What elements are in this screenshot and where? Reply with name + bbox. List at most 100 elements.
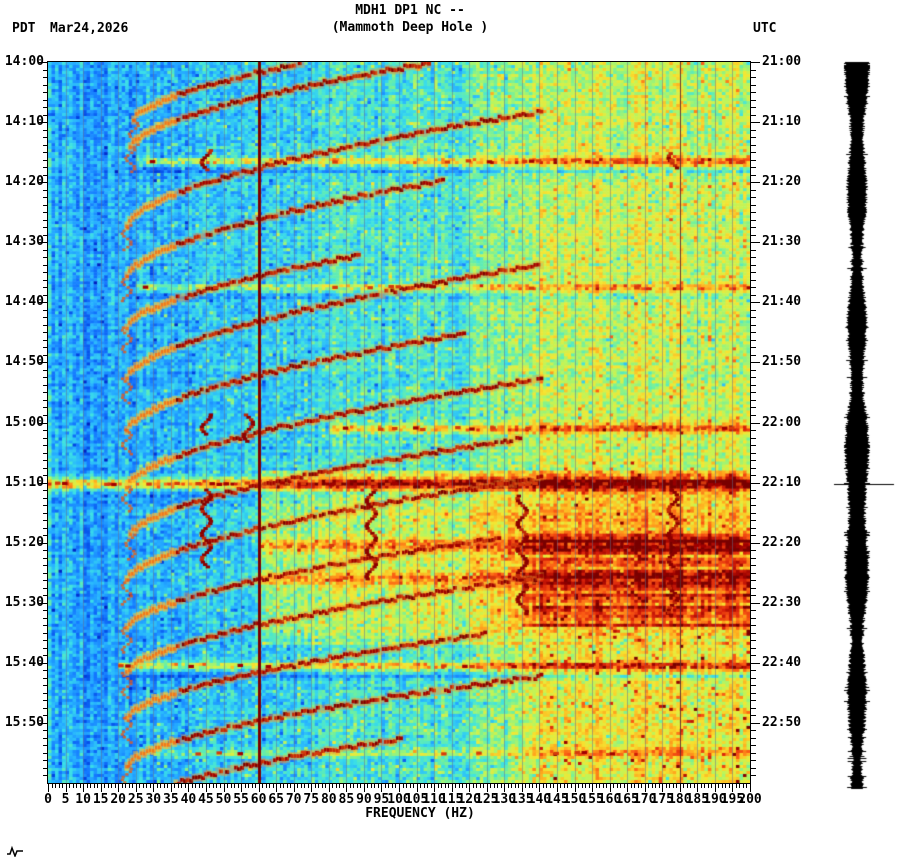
y-axis-right-minor-tick bbox=[750, 617, 756, 619]
x-axis-minor-tick bbox=[160, 783, 162, 788]
x-axis-minor-tick bbox=[265, 783, 267, 788]
y-axis-left-minor-tick bbox=[43, 264, 48, 266]
x-axis-minor-tick bbox=[525, 783, 527, 788]
y-axis-right-minor-tick bbox=[750, 257, 756, 259]
y-axis-left-minor-tick bbox=[43, 452, 48, 454]
y-axis-left-minor-tick bbox=[43, 647, 48, 649]
y-axis-left-minor-tick bbox=[43, 595, 48, 597]
x-axis-minor-tick bbox=[244, 783, 246, 788]
corner-squiggle-icon bbox=[7, 845, 23, 857]
x-axis-tick-label: 25 bbox=[127, 792, 144, 807]
y-axis-right-minor-tick bbox=[750, 309, 756, 311]
x-axis-minor-tick bbox=[125, 783, 127, 788]
x-axis-minor-tick bbox=[146, 783, 148, 788]
x-axis-tick-label: 65 bbox=[268, 792, 284, 807]
y-axis-left-minor-tick bbox=[43, 617, 48, 619]
x-axis-minor-tick bbox=[307, 783, 309, 788]
y-axis-left-minor-tick bbox=[43, 167, 48, 169]
y-axis-right-minor-tick bbox=[750, 272, 756, 274]
y-axis-right-minor-tick bbox=[750, 737, 756, 739]
y-axis-right-minor-tick bbox=[750, 167, 756, 169]
y-axis-right-minor-tick bbox=[750, 212, 756, 214]
y-axis-left-major-tick bbox=[38, 182, 48, 184]
x-axis-minor-tick bbox=[518, 783, 520, 788]
x-axis-minor-tick bbox=[216, 783, 218, 788]
x-axis-minor-tick bbox=[314, 783, 316, 788]
y-axis-right-minor-tick bbox=[750, 767, 756, 769]
y-axis-right-label: 21:50 bbox=[762, 354, 802, 370]
y-axis-left-minor-tick bbox=[43, 497, 48, 499]
y-axis-left-minor-tick bbox=[43, 535, 48, 537]
y-axis-left-label: 14:30 bbox=[4, 234, 44, 250]
x-axis-minor-tick bbox=[444, 783, 446, 788]
y-axis-right-minor-tick bbox=[750, 580, 756, 582]
y-axis-right-minor-tick bbox=[750, 317, 756, 319]
x-axis-minor-tick bbox=[655, 783, 657, 788]
x-axis-tick-label: 110 bbox=[422, 792, 446, 807]
y-axis-left-minor-tick bbox=[43, 677, 48, 679]
x-axis-minor-tick bbox=[156, 783, 158, 788]
y-axis-left-minor-tick bbox=[43, 354, 48, 356]
x-axis-minor-tick bbox=[497, 783, 499, 788]
y-axis-right-minor-tick bbox=[750, 677, 756, 679]
x-axis-minor-tick bbox=[237, 783, 239, 788]
y-axis-left-minor-tick bbox=[43, 279, 48, 281]
x-axis-tick-label: 20 bbox=[110, 792, 127, 807]
x-axis-major-tick bbox=[539, 783, 541, 792]
x-axis-minor-tick bbox=[420, 783, 422, 788]
x-axis-minor-tick bbox=[279, 783, 281, 788]
y-axis-left-minor-tick bbox=[43, 414, 48, 416]
y-axis-right-major-tick bbox=[750, 182, 760, 184]
x-axis-minor-tick bbox=[549, 783, 551, 788]
y-axis-left-minor-tick bbox=[43, 227, 48, 229]
x-axis-tick-label: 30 bbox=[145, 792, 162, 807]
x-axis-major-tick bbox=[241, 783, 243, 792]
x-axis-minor-tick bbox=[599, 783, 601, 788]
x-axis-minor-tick bbox=[595, 783, 597, 788]
x-axis-major-tick bbox=[469, 783, 471, 792]
y-axis-right-major-tick bbox=[750, 422, 760, 424]
y-axis-right-major-tick bbox=[750, 302, 760, 304]
y-axis-right-minor-tick bbox=[750, 625, 756, 627]
y-axis-left-minor-tick bbox=[43, 445, 48, 447]
x-axis-minor-tick bbox=[191, 783, 193, 788]
x-axis-minor-tick bbox=[51, 783, 53, 788]
x-axis-tick-label: 150 bbox=[562, 792, 587, 807]
y-axis-right-minor-tick bbox=[750, 264, 756, 266]
y-axis-right-minor-tick bbox=[750, 234, 756, 236]
x-axis-minor-tick bbox=[588, 783, 590, 788]
x-axis-minor-tick bbox=[693, 783, 695, 788]
y-axis-right-minor-tick bbox=[750, 414, 756, 416]
y-axis-left-minor-tick bbox=[43, 437, 48, 439]
y-axis-left-minor-tick bbox=[43, 737, 48, 739]
x-axis-major-tick bbox=[381, 783, 383, 792]
x-axis-minor-tick bbox=[462, 783, 464, 788]
x-axis-minor-tick bbox=[219, 783, 221, 788]
y-axis-right-label: 21:10 bbox=[762, 114, 802, 130]
y-axis-right-minor-tick bbox=[750, 174, 756, 176]
x-axis-minor-tick bbox=[448, 783, 450, 788]
x-axis-minor-tick bbox=[728, 783, 730, 788]
x-axis-major-tick bbox=[118, 783, 120, 792]
x-axis-minor-tick bbox=[735, 783, 737, 788]
y-axis-left-minor-tick bbox=[43, 700, 48, 702]
x-axis-minor-tick bbox=[532, 783, 534, 788]
y-axis-left-minor-tick bbox=[43, 685, 48, 687]
x-axis-tick-label: 160 bbox=[597, 792, 622, 807]
y-axis-left-minor-tick bbox=[43, 587, 48, 589]
y-axis-right-minor-tick bbox=[750, 505, 756, 507]
x-axis-tick-label: 80 bbox=[320, 792, 337, 807]
x-axis-minor-tick bbox=[711, 783, 713, 788]
y-axis-left-minor-tick bbox=[43, 625, 48, 627]
x-axis-major-tick bbox=[65, 783, 67, 792]
y-axis-left-minor-tick bbox=[43, 324, 48, 326]
y-axis-left-minor-tick bbox=[43, 392, 48, 394]
x-axis-minor-tick bbox=[212, 783, 214, 788]
spectrogram-canvas bbox=[47, 61, 751, 784]
x-axis-tick-label: 0 bbox=[44, 792, 52, 807]
y-axis-left-label: 15:30 bbox=[4, 594, 44, 610]
y-axis-right-minor-tick bbox=[750, 640, 756, 642]
x-axis-minor-tick bbox=[139, 783, 141, 788]
x-axis-minor-tick bbox=[690, 783, 692, 788]
x-axis-minor-tick bbox=[472, 783, 474, 788]
